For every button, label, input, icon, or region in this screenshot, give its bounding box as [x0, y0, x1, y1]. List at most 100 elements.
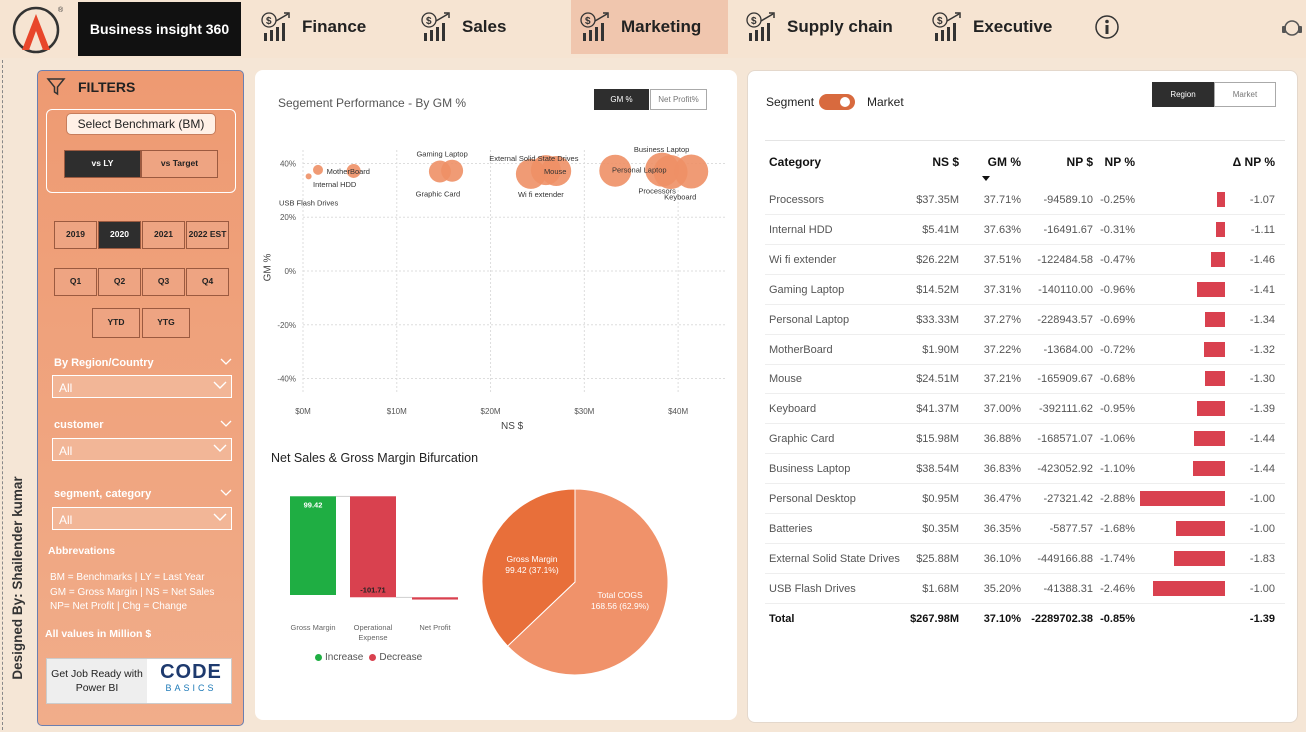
table-row[interactable]: External Solid State Drives $25.88M 36.10%… — [765, 544, 1285, 574]
quarter-q1-button[interactable]: Q1 — [54, 268, 97, 296]
net-profit-percent-toggle[interactable]: Net Profit% — [650, 89, 707, 110]
scatter-point — [346, 163, 361, 178]
benchmark-vs-target-button[interactable]: vs Target — [141, 150, 218, 178]
filter-panel: FILTERS Select Benchmark (BM) vs LY vs T… — [37, 70, 244, 726]
cell-ns: $0.95M — [922, 493, 959, 505]
delta-np-bar — [1140, 491, 1225, 506]
values-note: All values in Million $ — [45, 628, 152, 640]
cell-category: Graphic Card — [769, 433, 835, 446]
header-delta-np[interactable]: Δ NP % — [1232, 155, 1275, 169]
nav-tab-finance[interactable]: $ Finance — [252, 0, 402, 54]
total-np: -2289702.38 — [1031, 612, 1093, 625]
cell-ns: $1.68M — [922, 582, 959, 595]
pie-slice-total-cogs[interactable] — [506, 488, 669, 676]
period-ytg-button[interactable]: YTG — [142, 308, 190, 338]
table-row[interactable]: Batteries $0.35M 36.35% -5877.57 -1.68% -1.00 — [765, 514, 1285, 544]
nav-tab-supply-chain[interactable]: $ Supply chain — [737, 0, 917, 54]
x-tick-label: $30M — [574, 407, 594, 416]
table-row[interactable]: Graphic Card $15.98M 36.88% -168571.07 -1.06… — [765, 424, 1285, 455]
header-np[interactable]: NP $ — [1066, 155, 1093, 169]
table-row[interactable]: MotherBoard $1.90M 37.22% -13684.00 -0.72% -1… — [765, 335, 1285, 365]
table-row[interactable]: Gaming Laptop $14.52M 37.31% -140110.00 -0.9… — [765, 275, 1285, 305]
year-2020-button[interactable]: 2020 — [98, 221, 141, 249]
gm-percent-toggle[interactable]: GM % — [594, 89, 649, 110]
total-category: Total — [769, 612, 795, 625]
year-2021-button[interactable]: 2021 — [142, 221, 185, 249]
chevron-down-icon[interactable] — [220, 358, 232, 366]
nav-tab-executive[interactable]: $ Executive — [923, 0, 1078, 54]
nav-tab-sales[interactable]: $ Sales — [412, 0, 532, 54]
brand-title[interactable]: Business insight 360 — [78, 2, 241, 56]
period-ytd-button[interactable]: YTD — [92, 308, 140, 338]
market-switch-label: Market — [867, 95, 904, 109]
promo-banner[interactable]: Get Job Ready with Power BI CODE BASICS — [46, 658, 232, 704]
pie-slice-gross-margin[interactable] — [481, 488, 576, 647]
header-ns[interactable]: NS $ — [932, 155, 959, 169]
cell-category: Internal HDD — [769, 223, 833, 236]
table-row[interactable]: Business Laptop $38.54M 36.83% -423052.92 -1… — [765, 454, 1285, 485]
table-row[interactable]: Processors $37.35M 37.71% -94589.10 -0.25% -1… — [765, 185, 1285, 215]
cell-gm: 36.88% — [983, 433, 1021, 446]
scatter-point — [305, 173, 312, 180]
growth-chart-icon: $ — [421, 12, 450, 41]
cell-delta-np: -1.34 — [1249, 313, 1275, 326]
table-header-row: Category NS $ GM % NP $ NP % Δ NP % — [765, 146, 1285, 182]
header-category[interactable]: Category — [769, 155, 822, 169]
header-npp[interactable]: NP % — [1104, 155, 1135, 169]
cell-gm: 37.00% — [983, 403, 1021, 416]
nav-tab-label: Finance — [302, 17, 367, 36]
view-market-button[interactable]: Market — [1214, 82, 1276, 107]
table-row[interactable]: Internal HDD $5.41M 37.63% -16491.67 -0.31% -… — [765, 215, 1285, 245]
segment-market-toggle[interactable] — [819, 94, 855, 110]
chevron-down-icon — [213, 381, 227, 389]
cell-gm: 37.22% — [983, 343, 1021, 356]
promo-logo-sub: BASICS — [165, 683, 217, 693]
benchmark-vs-ly-button[interactable]: vs LY — [64, 150, 141, 178]
year-2022-est-button[interactable]: 2022 EST — [186, 221, 229, 249]
customer-select[interactable]: All — [52, 438, 232, 461]
segment-select-value: All — [59, 513, 73, 527]
table-row[interactable]: Personal Laptop $33.33M 37.27% -228943.57 -0… — [765, 305, 1285, 335]
info-icon[interactable] — [1094, 14, 1120, 40]
y-tick-label: -40% — [277, 375, 296, 384]
cell-category: MotherBoard — [769, 343, 833, 356]
table-row[interactable]: Keyboard $41.37M 37.00% -392111.62 -0.95% -1.… — [765, 394, 1285, 425]
table-row[interactable]: USB Flash Drives $1.68M 35.20% -41388.31 -2.… — [765, 574, 1285, 604]
cell-npp: -1.74% — [1100, 552, 1135, 565]
table-row[interactable]: Personal Desktop $0.95M 36.47% -27321.42 -2.… — [765, 484, 1285, 514]
support-icon[interactable] — [1280, 16, 1304, 40]
table-row[interactable]: Mouse $24.51M 37.21% -165909.67 -0.68% -1.30 — [765, 364, 1285, 395]
quarter-q2-button[interactable]: Q2 — [98, 268, 141, 296]
region-select[interactable]: All — [52, 375, 232, 398]
waterfall-bar — [350, 496, 396, 598]
cell-npp: -1.68% — [1100, 522, 1135, 535]
divider — [2, 60, 3, 730]
cell-gm: 36.47% — [983, 493, 1021, 505]
growth-chart-icon: $ — [261, 12, 290, 41]
nav-tab-label: Marketing — [621, 17, 702, 36]
scatter-point-label: MotherBoard — [327, 167, 370, 176]
cell-ns: $24.51M — [916, 373, 959, 386]
nav-tab-marketing[interactable]: $ Marketing — [571, 0, 728, 54]
year-2019-button[interactable]: 2019 — [54, 221, 97, 249]
cell-ns: $33.33M — [916, 313, 959, 326]
segment-select[interactable]: All — [52, 507, 232, 530]
cell-ns: $38.54M — [916, 463, 959, 476]
svg-text:$: $ — [937, 16, 943, 27]
sort-desc-icon[interactable] — [982, 176, 990, 181]
cell-delta-np: -1.11 — [1250, 223, 1275, 236]
table-row[interactable]: Wi fi extender $26.22M 37.51% -122484.58 -0.… — [765, 245, 1285, 275]
header-gm[interactable]: GM % — [987, 155, 1021, 169]
quarter-q3-button[interactable]: Q3 — [142, 268, 185, 296]
svg-text:$: $ — [585, 16, 591, 27]
cell-delta-np: -1.46 — [1249, 253, 1275, 266]
cell-gm: 37.51% — [983, 253, 1021, 266]
delta-np-bar — [1204, 311, 1225, 327]
waterfall-data-label: -101.71 — [360, 585, 385, 594]
cell-category: Personal Laptop — [769, 313, 850, 326]
view-region-button[interactable]: Region — [1152, 82, 1214, 107]
chevron-down-icon[interactable] — [220, 489, 232, 497]
total-npp: -0.85% — [1100, 612, 1135, 625]
chevron-down-icon[interactable] — [220, 420, 232, 428]
quarter-q4-button[interactable]: Q4 — [186, 268, 229, 296]
